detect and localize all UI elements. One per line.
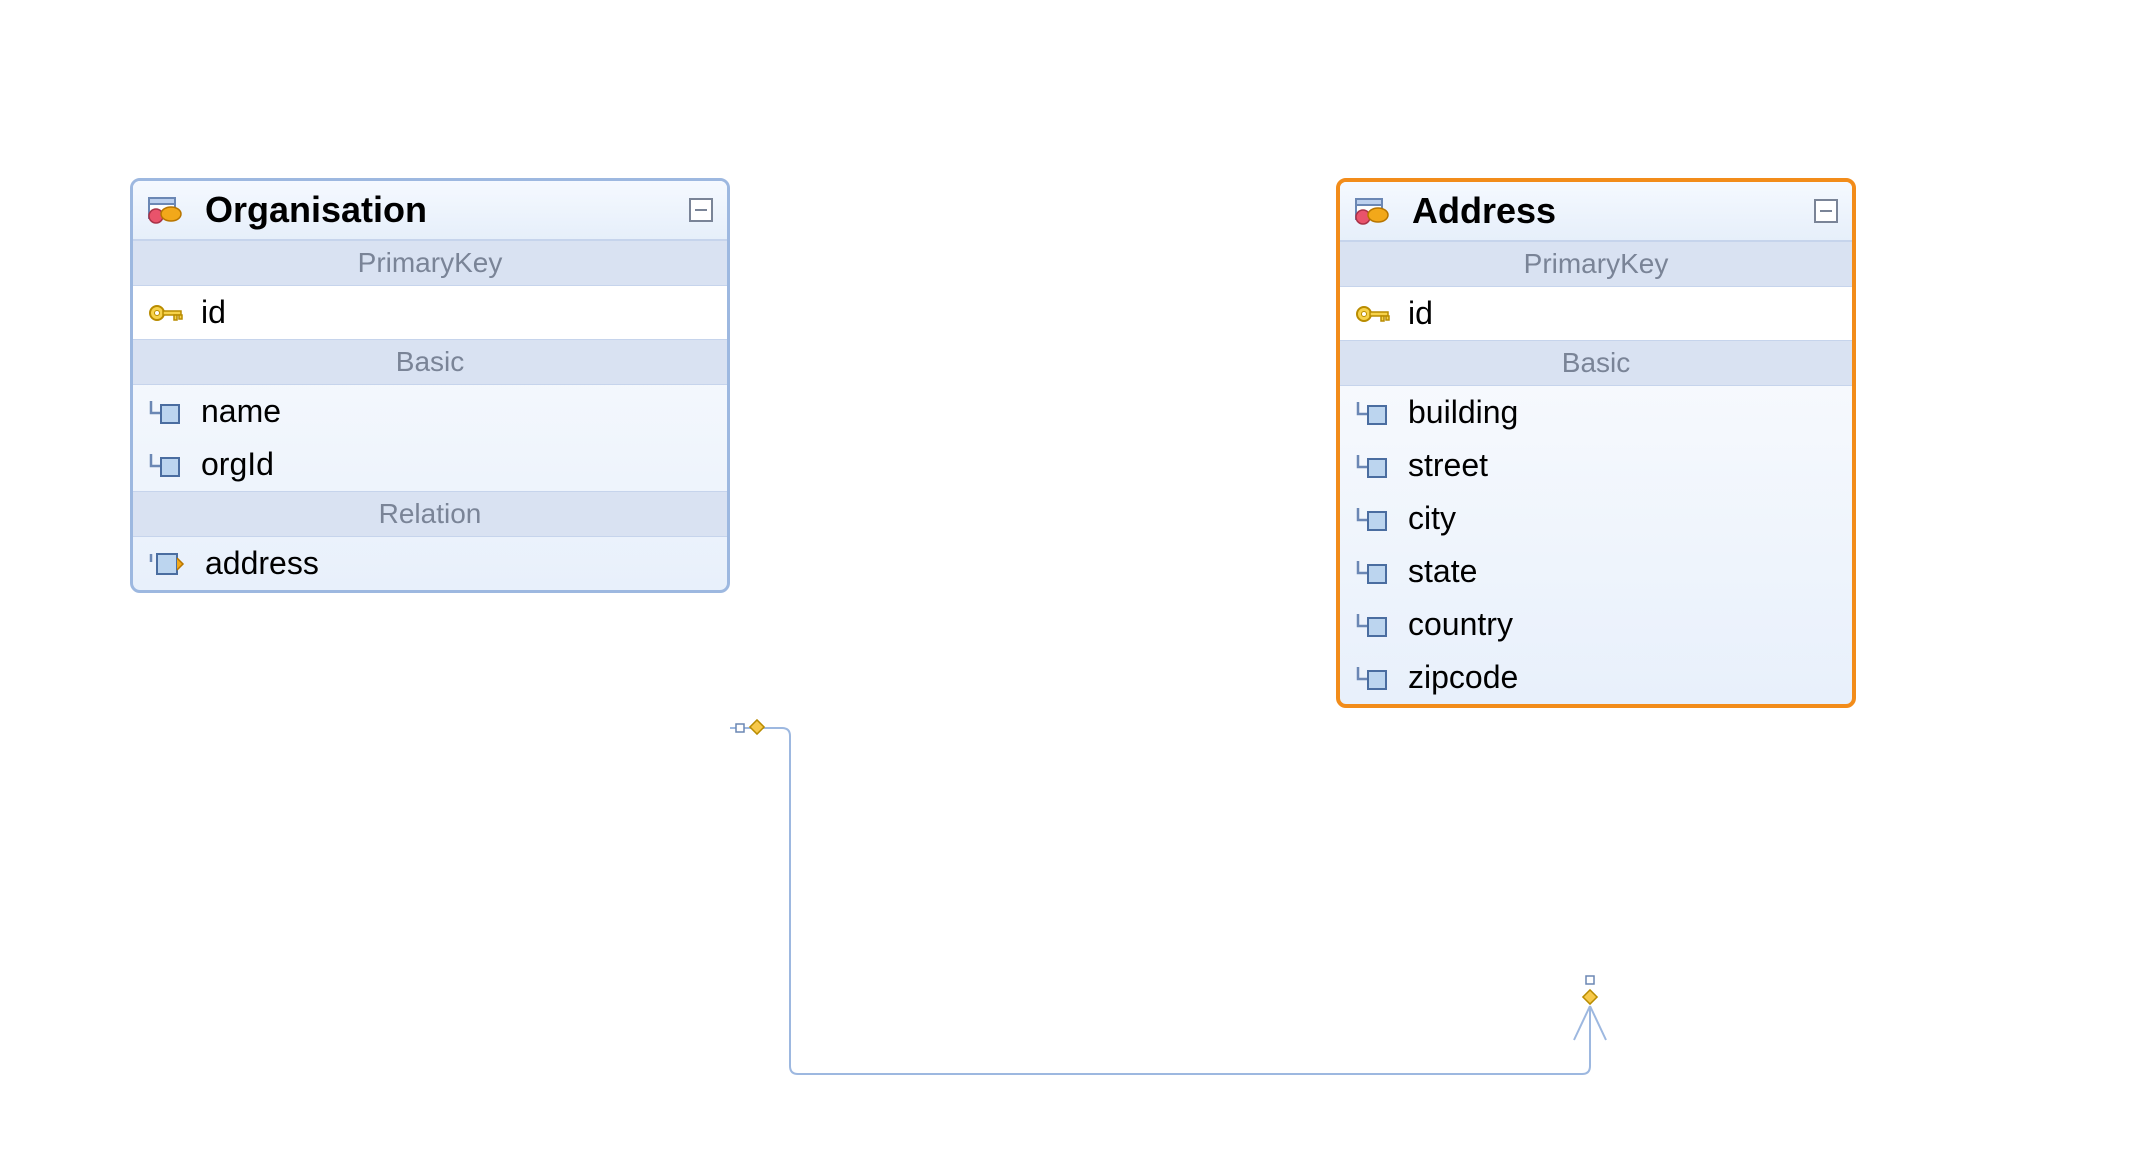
attribute-icon [147, 397, 187, 427]
entity-header[interactable]: Address [1340, 182, 1852, 241]
field-label: id [201, 294, 226, 331]
entity-icon [147, 192, 191, 228]
field-label: street [1408, 447, 1488, 484]
field-label: country [1408, 606, 1513, 643]
field-label: city [1408, 500, 1456, 537]
field-address[interactable]: address [133, 537, 727, 590]
attribute-icon [147, 450, 187, 480]
entity-address[interactable]: Address PrimaryKey id Basic building str… [1336, 178, 1856, 708]
field-zipcode[interactable]: zipcode [1340, 651, 1852, 704]
field-building[interactable]: building [1340, 386, 1852, 439]
field-city[interactable]: city [1340, 492, 1852, 545]
section-header-basic: Basic [133, 339, 727, 385]
section-header-primarykey: PrimaryKey [1340, 241, 1852, 287]
field-country[interactable]: country [1340, 598, 1852, 651]
entity-title: Address [1412, 190, 1814, 232]
field-id[interactable]: id [1340, 287, 1852, 340]
attribute-icon [1354, 451, 1394, 481]
attribute-icon [1354, 610, 1394, 640]
section-header-relation: Relation [133, 491, 727, 537]
field-label: address [205, 545, 319, 582]
key-icon [147, 299, 187, 327]
entity-organisation[interactable]: Organisation PrimaryKey id Basic name or… [130, 178, 730, 593]
field-name[interactable]: name [133, 385, 727, 438]
field-state[interactable]: state [1340, 545, 1852, 598]
attribute-icon [1354, 398, 1394, 428]
field-label: zipcode [1408, 659, 1518, 696]
field-label: name [201, 393, 281, 430]
field-label: state [1408, 553, 1477, 590]
attribute-icon [1354, 557, 1394, 587]
section-header-primarykey: PrimaryKey [133, 240, 727, 286]
collapse-icon[interactable] [689, 198, 713, 222]
relation-icon [147, 548, 191, 580]
attribute-icon [1354, 663, 1394, 693]
field-id[interactable]: id [133, 286, 727, 339]
collapse-icon[interactable] [1814, 199, 1838, 223]
field-label: orgId [201, 446, 274, 483]
entity-title: Organisation [205, 189, 689, 231]
field-orgid[interactable]: orgId [133, 438, 727, 491]
entity-header[interactable]: Organisation [133, 181, 727, 240]
section-header-basic: Basic [1340, 340, 1852, 386]
field-label: building [1408, 394, 1518, 431]
key-icon [1354, 300, 1394, 328]
entity-icon [1354, 193, 1398, 229]
field-street[interactable]: street [1340, 439, 1852, 492]
attribute-icon [1354, 504, 1394, 534]
field-label: id [1408, 295, 1433, 332]
